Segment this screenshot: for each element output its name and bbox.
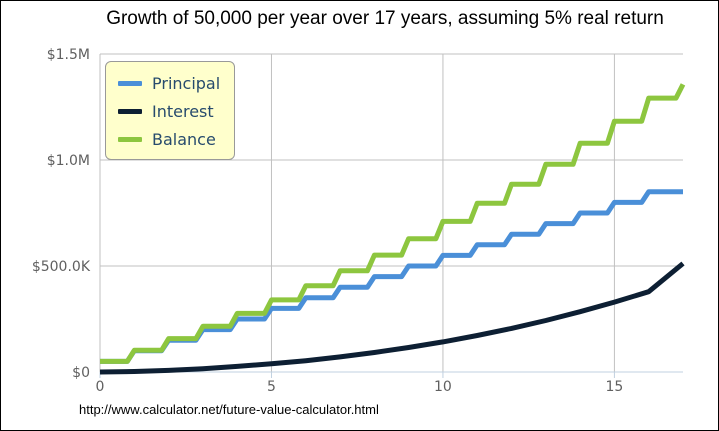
series-line-principal [100,189,683,364]
legend-label-interest: Interest [152,101,214,121]
legend-swatch-balance [118,136,142,142]
legend-item-interest[interactable]: Interest [118,100,214,122]
x-axis [99,371,683,378]
legend-item-balance[interactable]: Balance [118,128,216,150]
legend-swatch-interest [118,108,142,114]
y-tick-label: $500.0K [32,259,91,275]
x-tick-label: 15 [605,379,623,395]
x-tick-label: 5 [267,379,276,395]
y-tick-labels: $0 $500.0K $1.0M $1.5M [32,47,91,381]
series-line-balance [100,83,686,364]
y-tick-label: $1.0M [47,153,90,169]
legend-item-principal[interactable]: Principal [118,72,220,94]
x-tick-label: 0 [96,379,105,395]
y-tick-label: $0 [72,365,90,381]
series-lines [99,83,686,375]
chart-title: Growth of 50,000 per year over 17 years,… [106,8,664,29]
legend-label-balance: Balance [152,129,216,149]
legend: Principal Interest Balance [105,61,235,160]
x-tick-labels: 0 5 10 15 [96,379,624,395]
legend-swatch-principal [118,80,142,86]
y-tick-label: $1.5M [47,47,90,63]
series-line-interest [99,261,685,375]
x-tick-label: 10 [434,379,452,395]
legend-label-principal: Principal [152,73,221,93]
source-url: http://www.calculator.net/future-value-c… [79,402,379,417]
